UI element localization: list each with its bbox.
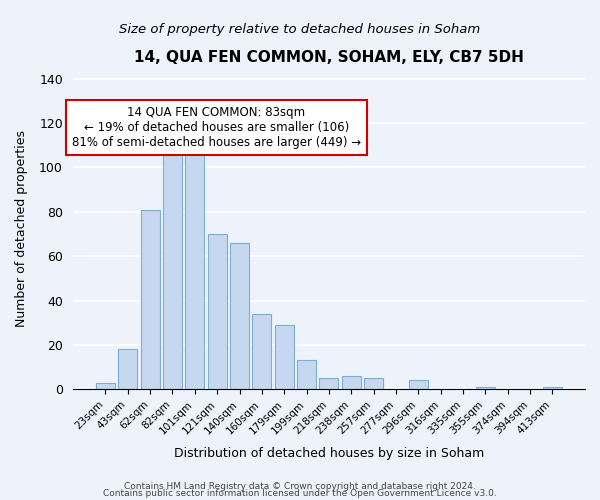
- Bar: [297, 360, 316, 390]
- Text: Contains HM Land Registry data © Crown copyright and database right 2024.: Contains HM Land Registry data © Crown c…: [124, 482, 476, 491]
- Y-axis label: Number of detached properties: Number of detached properties: [15, 130, 28, 327]
- Bar: [96, 382, 115, 390]
- Bar: [364, 378, 383, 390]
- Bar: [275, 325, 293, 390]
- Bar: [163, 145, 182, 390]
- Bar: [230, 243, 249, 390]
- X-axis label: Distribution of detached houses by size in Soham: Distribution of detached houses by size …: [174, 447, 484, 460]
- Text: 14 QUA FEN COMMON: 83sqm
← 19% of detached houses are smaller (106)
81% of semi-: 14 QUA FEN COMMON: 83sqm ← 19% of detach…: [71, 106, 361, 149]
- Bar: [476, 387, 495, 390]
- Bar: [543, 387, 562, 390]
- Bar: [185, 138, 205, 390]
- Bar: [409, 380, 428, 390]
- Bar: [253, 314, 271, 390]
- Bar: [319, 378, 338, 390]
- Bar: [208, 234, 227, 390]
- Text: Contains public sector information licensed under the Open Government Licence v3: Contains public sector information licen…: [103, 489, 497, 498]
- Title: 14, QUA FEN COMMON, SOHAM, ELY, CB7 5DH: 14, QUA FEN COMMON, SOHAM, ELY, CB7 5DH: [134, 50, 524, 65]
- Bar: [341, 376, 361, 390]
- Bar: [118, 350, 137, 390]
- Text: Size of property relative to detached houses in Soham: Size of property relative to detached ho…: [119, 22, 481, 36]
- Bar: [140, 210, 160, 390]
